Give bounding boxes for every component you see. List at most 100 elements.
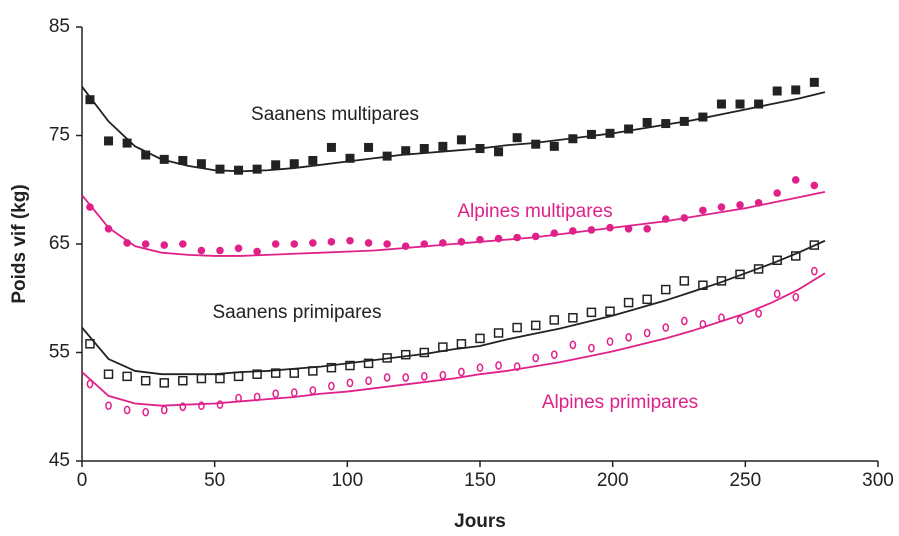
data-point xyxy=(309,386,317,395)
data-point xyxy=(643,328,651,338)
data-point xyxy=(699,319,707,329)
data-point xyxy=(419,144,429,154)
data-point xyxy=(735,269,745,280)
data-point xyxy=(309,239,317,247)
x-tick-label: 200 xyxy=(597,470,629,491)
data-point xyxy=(531,139,541,149)
data-point xyxy=(532,353,540,363)
data-point xyxy=(661,215,670,223)
data-point xyxy=(234,165,244,175)
data-point xyxy=(141,150,151,160)
data-point xyxy=(196,373,207,384)
data-point xyxy=(587,226,596,234)
data-point xyxy=(439,370,447,380)
data-point xyxy=(272,389,280,399)
data-point xyxy=(364,142,374,152)
data-point xyxy=(643,225,651,233)
data-point xyxy=(142,407,150,417)
data-point xyxy=(438,342,448,352)
data-point xyxy=(550,350,558,360)
fit-line xyxy=(81,272,826,407)
data-point xyxy=(382,353,392,363)
data-point xyxy=(513,362,521,371)
data-point xyxy=(345,153,355,163)
data-point xyxy=(755,309,762,318)
data-point xyxy=(809,77,819,87)
data-point xyxy=(104,136,114,146)
data-point xyxy=(252,369,262,379)
data-point xyxy=(159,154,169,164)
data-point xyxy=(123,405,131,415)
data-point xyxy=(772,255,782,266)
data-point xyxy=(363,358,374,369)
data-point xyxy=(159,378,170,388)
data-point xyxy=(160,241,169,249)
x-tick-label: 100 xyxy=(331,470,363,491)
data-point xyxy=(85,95,95,105)
data-point xyxy=(458,367,465,377)
data-point xyxy=(773,289,781,299)
data-point xyxy=(791,85,801,95)
y-tick-label: 65 xyxy=(49,233,70,254)
data-point xyxy=(400,349,411,360)
data-point xyxy=(549,315,560,325)
x-tick-label: 50 xyxy=(204,470,225,491)
data-point xyxy=(624,225,633,233)
data-point xyxy=(179,402,187,412)
data-point xyxy=(103,369,114,379)
data-point xyxy=(790,251,801,261)
data-point xyxy=(735,99,745,109)
y-tick-label: 75 xyxy=(49,125,70,146)
data-point xyxy=(308,366,318,376)
data-point xyxy=(345,360,355,371)
data-point xyxy=(270,368,281,378)
data-point xyxy=(179,240,187,248)
data-point xyxy=(716,276,727,286)
y-tick-label: 45 xyxy=(49,450,70,471)
data-point xyxy=(198,401,205,411)
data-point xyxy=(568,134,578,144)
data-point xyxy=(178,155,188,165)
data-point xyxy=(530,320,541,331)
data-point xyxy=(660,284,671,295)
data-point xyxy=(512,133,522,143)
series-label: Alpines multipares xyxy=(457,201,612,222)
data-point xyxy=(494,234,503,243)
data-point xyxy=(625,332,632,342)
data-point xyxy=(569,340,577,350)
data-point xyxy=(476,363,484,373)
data-point xyxy=(792,292,800,302)
data-point xyxy=(513,233,521,242)
data-point xyxy=(402,373,410,382)
data-point xyxy=(160,405,168,415)
data-point xyxy=(326,142,336,152)
data-point xyxy=(736,315,744,325)
data-point xyxy=(253,247,261,256)
data-point xyxy=(290,240,299,248)
fit-line xyxy=(81,86,826,173)
data-point xyxy=(698,280,708,290)
data-point xyxy=(86,379,94,389)
data-point xyxy=(679,276,690,286)
data-point xyxy=(753,264,764,274)
data-point xyxy=(736,201,744,209)
data-point xyxy=(140,375,151,386)
x-tick-label: 150 xyxy=(464,470,496,491)
series-label: Saanens primipares xyxy=(213,302,382,323)
data-point xyxy=(662,323,670,332)
data-point xyxy=(326,362,337,373)
data-point xyxy=(754,99,764,109)
data-point xyxy=(401,242,410,250)
data-point xyxy=(810,266,818,276)
data-point xyxy=(475,333,485,344)
data-point xyxy=(178,375,188,386)
data-point xyxy=(271,240,280,248)
data-point xyxy=(716,99,726,109)
data-point xyxy=(623,297,634,308)
data-point xyxy=(383,240,391,248)
data-point xyxy=(680,316,688,326)
data-point xyxy=(569,227,577,235)
fit-line xyxy=(81,239,826,376)
data-point xyxy=(680,214,689,222)
data-point xyxy=(624,124,634,134)
